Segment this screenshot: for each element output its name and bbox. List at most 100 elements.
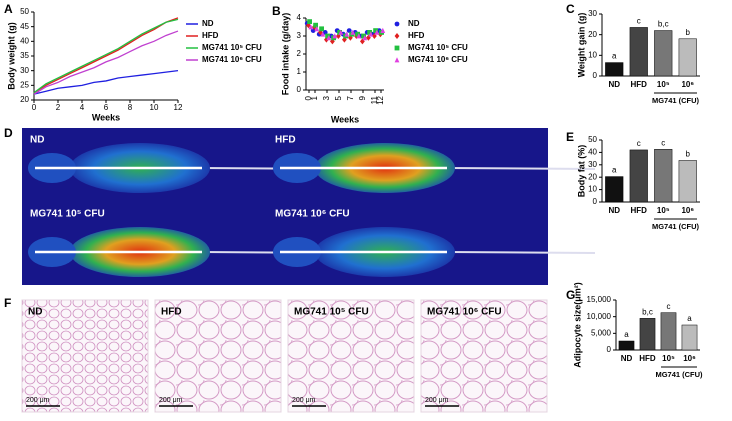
bar [629,149,648,203]
panel-letter: D [4,126,13,140]
series-line [33,70,179,95]
histology-image [287,299,415,413]
point [380,27,386,33]
mouse-tail [444,167,596,170]
point [361,33,366,39]
bar [654,149,673,203]
point [373,28,378,33]
x-tick-label: 7 [346,95,355,100]
chart-panel: G 0 5,000 10,000 15,000 Adipocyte size(μm²) a N… [566,282,703,379]
image-label: HFD [161,307,182,318]
group-label: MG741 (CFU) [652,222,700,231]
y-tick-label: 10 [588,185,597,194]
significance-label: b,c [658,20,669,29]
point [356,33,362,39]
x-tick-label: 3 [322,95,331,100]
bar [654,30,673,77]
x-tick-label: 2 [56,103,61,112]
x-tick-label: 0 [32,103,37,112]
scale-bar-label: 200 μm [159,397,183,404]
x-tick-label: 10⁵ [662,354,675,363]
x-tick-label: 1 [310,95,319,100]
significance-label: b [686,28,691,37]
y-tick-label: 40 [588,148,597,157]
point [325,33,330,39]
point [355,31,360,37]
series-line [33,30,179,95]
series-line [33,17,179,94]
mouse-tail [444,251,596,254]
histology-image [21,299,149,413]
image-label: MG741 10⁵ CFU [30,209,105,220]
significance-label: c [667,302,671,311]
y-axis-label: Body weight (g) [6,22,16,90]
legend-label: HFD [202,31,219,40]
point [313,22,318,28]
point [326,35,332,41]
series-line [33,18,179,94]
y-tick-label: 10 [588,50,597,59]
significance-label: c [637,17,641,26]
significance-label: a [612,166,617,175]
panel-letter: C [566,2,575,16]
point [367,30,372,35]
image-label: HFD [275,135,296,146]
image-label: ND [28,307,42,318]
x-tick-label: 4 [80,103,85,112]
chart-panel: A 20 25 30 35 40 45 50 Body weight (g) 0 2 4 6 8 10 12 W… [4,2,262,122]
point [374,29,380,35]
x-tick-label: 0 [304,95,313,100]
y-tick-label: 3 [297,31,302,40]
x-tick-label: ND [608,80,620,89]
panel-letter: E [566,130,574,144]
y-tick-label: 4 [297,13,302,22]
scale-bar-label: 200 μm [425,397,449,404]
legend-label: ND [202,19,214,28]
bar [629,27,648,77]
x-tick-label: 6 [104,103,109,112]
significance-label: b,c [642,307,653,316]
legend-label: HFD [408,31,425,40]
y-axis-label: Adipocyte size(μm²) [572,282,582,368]
y-tick-label: 40 [20,36,29,45]
y-tick-label: 50 [20,7,29,16]
legend-label: MG741 10⁶ CFU [202,55,262,64]
x-axis-label: Weeks [92,112,120,122]
image-label: ND [30,135,44,146]
x-tick-label: 11 [370,95,379,104]
x-tick-label: HFD [631,80,648,89]
bar [678,38,697,77]
y-tick-label: 35 [20,51,29,60]
y-axis-label: Food intake (g/day) [280,13,290,96]
histology-image [420,299,548,413]
point [307,19,312,24]
x-tick-label: 12 [174,103,183,112]
x-tick-label: ND [621,354,633,363]
legend-label: ND [408,19,420,28]
legend-label: MG741 10⁵ CFU [408,43,468,52]
histology-panel: F ND 200 μm HFD 200 μm MG741 10⁵ CFU 200 μm MG… [4,296,548,413]
point [308,24,314,30]
significance-label: c [661,138,665,147]
panel-letter: G [566,288,575,302]
legend-swatch [394,21,400,27]
bar [605,62,624,77]
bar [639,318,656,351]
legend-swatch [394,57,400,63]
y-tick-label: 30 [20,66,29,75]
x-tick-label: 10 [150,103,159,112]
x-tick-label: 10⁵ [657,80,670,89]
group-label: MG741 (CFU) [655,370,703,379]
significance-label: a [687,314,692,323]
image-label: MG741 10⁵ CFU [294,307,369,318]
ct-image-panel: D ND HFD MG741 10⁵ CFU MG741 10⁶ CFU [4,126,596,285]
legend-label: MG741 10⁵ CFU [202,43,262,52]
y-tick-label: 20 [20,95,29,104]
significance-label: a [612,52,617,61]
y-tick-label: 45 [20,22,29,31]
scale-bar-label: 200 μm [26,397,50,404]
panel-letter: A [4,2,13,16]
y-tick-label: 0 [593,71,598,80]
bar [660,312,677,351]
